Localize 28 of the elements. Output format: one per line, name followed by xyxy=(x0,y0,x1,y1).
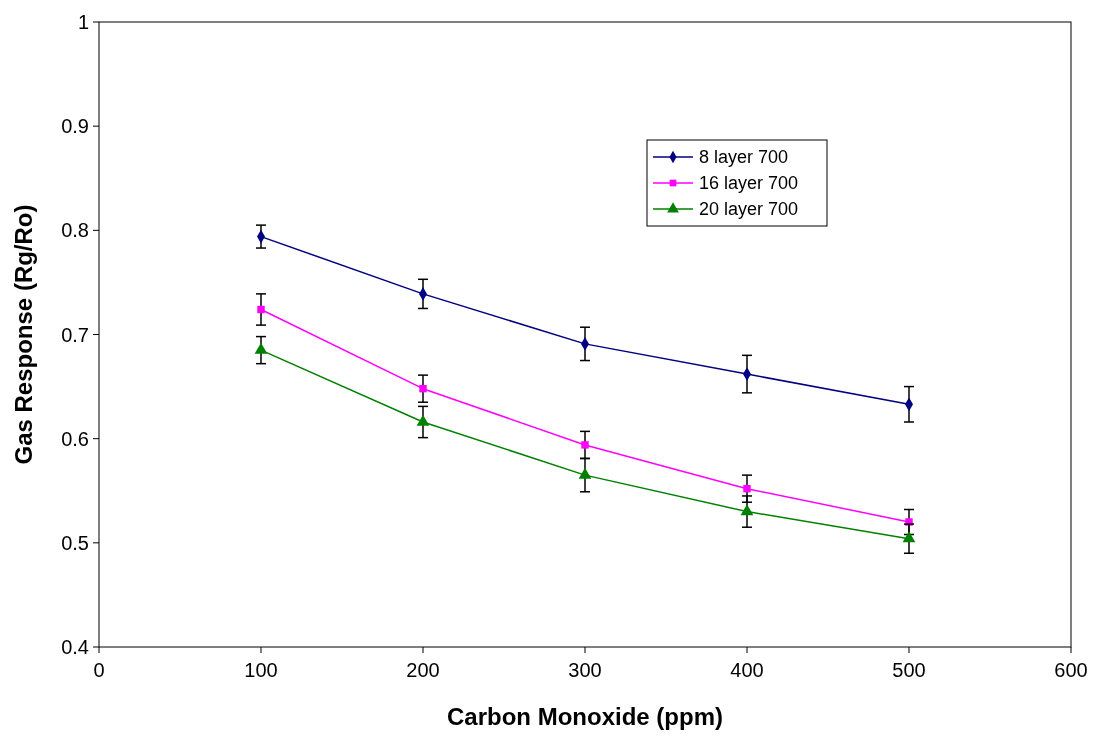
y-axis-title: Gas Response (Rg/Ro) xyxy=(10,204,37,465)
point xyxy=(257,305,265,314)
point xyxy=(416,414,430,426)
x-tick-label: 0 xyxy=(93,659,105,681)
y-tick-label: 0.6 xyxy=(61,427,89,450)
point xyxy=(419,384,427,393)
x-tick-label: 500 xyxy=(892,659,926,681)
x-tick-label: 300 xyxy=(568,659,602,681)
y-tick-label: 0.5 xyxy=(61,531,89,554)
point xyxy=(581,441,589,449)
point xyxy=(743,484,751,493)
y-tick-label: 1 xyxy=(77,11,89,33)
legend-label: 20 layer 700 xyxy=(699,199,799,220)
x-tick-label: 400 xyxy=(730,659,764,681)
y-tick-label: 0.4 xyxy=(61,636,89,658)
y-tick-label: 0.9 xyxy=(61,115,89,138)
y-tick-label: 0.7 xyxy=(61,323,89,346)
point xyxy=(254,342,268,354)
legend-label: 8 layer 700 xyxy=(699,147,789,168)
point xyxy=(578,467,592,479)
x-axis-title: Carbon Monoxide (ppm) xyxy=(447,703,723,730)
x-tick-label: 600 xyxy=(1054,659,1088,681)
point xyxy=(740,504,754,516)
legend-label: 16 layer 700 xyxy=(699,173,799,194)
y-tick-label: 0.8 xyxy=(61,219,89,242)
x-tick-label: 100 xyxy=(244,659,278,681)
point xyxy=(902,531,916,543)
x-tick-label: 200 xyxy=(406,659,440,681)
